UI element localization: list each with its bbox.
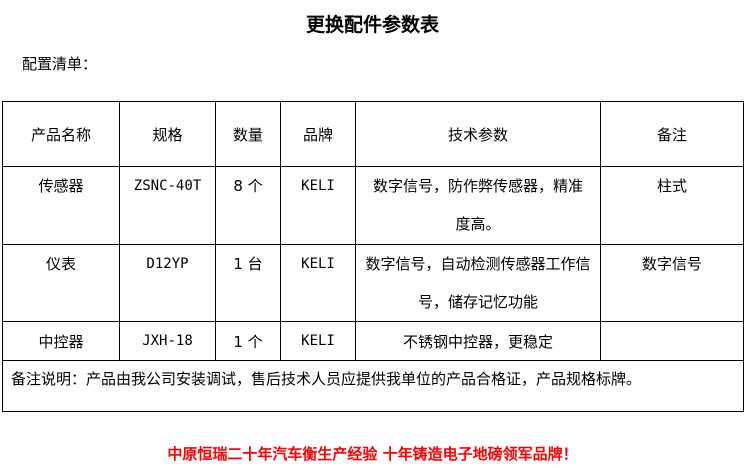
config-list-label: 配置清单： — [22, 55, 98, 73]
note-text: 备注说明：产品由我公司安装调试，售后技术人员应提供我单位的产品合格证，产品规格标… — [11, 370, 642, 388]
header-spec: 规格 — [119, 101, 216, 167]
table-row: 中控器 JXH-18 1 个 KELI 不锈钢中控器，更稳定 — [2, 321, 744, 361]
table-row: 传感器 ZSNC-40T 8 个 KELI 数字信号，防作弊传感器，精准度高。 … — [2, 166, 744, 245]
cell-name: 传感器 — [38, 177, 84, 195]
cell-qty: 1 个 — [215, 321, 281, 361]
cell-remark: 柱式 — [656, 177, 687, 195]
page-title: 更换配件参数表 — [305, 14, 439, 36]
header-brand: 品牌 — [280, 101, 356, 167]
cell-tech: 数字信号，防作弊传感器，精准度高。 — [372, 177, 583, 233]
note-row: 备注说明：产品由我公司安装调试，售后技术人员应提供我单位的产品合格证，产品规格标… — [2, 360, 744, 412]
header-remark: 备注 — [600, 101, 744, 167]
cell-spec: D12YP — [146, 256, 189, 272]
slogan: 中原恒瑞二十年汽车衡生产经验 十年铸造电子地磅领军品牌！ — [167, 445, 578, 463]
parts-table: 产品名称 规格 数量 品牌 技术参数 备注 传感器 ZSNC-40T 8 个 K… — [2, 101, 744, 412]
cell-tech: 不锈钢中控器，更稳定 — [355, 321, 601, 361]
cell-spec: JXH-18 — [119, 321, 216, 361]
cell-qty: 1 台 — [233, 255, 263, 273]
cell-name: 中控器 — [2, 321, 120, 361]
table-row: 仪表 D12YP 1 台 KELI 数字信号，自动检测传感器工作信号，储存记忆功… — [2, 244, 744, 322]
cell-remark: 数字信号 — [641, 255, 702, 273]
header-tech: 技术参数 — [355, 101, 601, 167]
cell-tech: 数字信号，自动检测传感器工作信号，储存记忆功能 — [365, 255, 591, 311]
header-qty: 数量 — [215, 101, 281, 167]
cell-brand: KELI — [301, 178, 335, 194]
header-name: 产品名称 — [2, 101, 120, 167]
cell-brand: KELI — [301, 256, 335, 272]
cell-remark — [600, 321, 744, 361]
cell-name: 仪表 — [45, 255, 76, 273]
cell-spec: ZSNC-40T — [133, 178, 202, 194]
table-header-row: 产品名称 规格 数量 品牌 技术参数 备注 — [2, 101, 744, 167]
cell-brand: KELI — [280, 321, 356, 361]
cell-qty: 8 个 — [233, 177, 263, 195]
